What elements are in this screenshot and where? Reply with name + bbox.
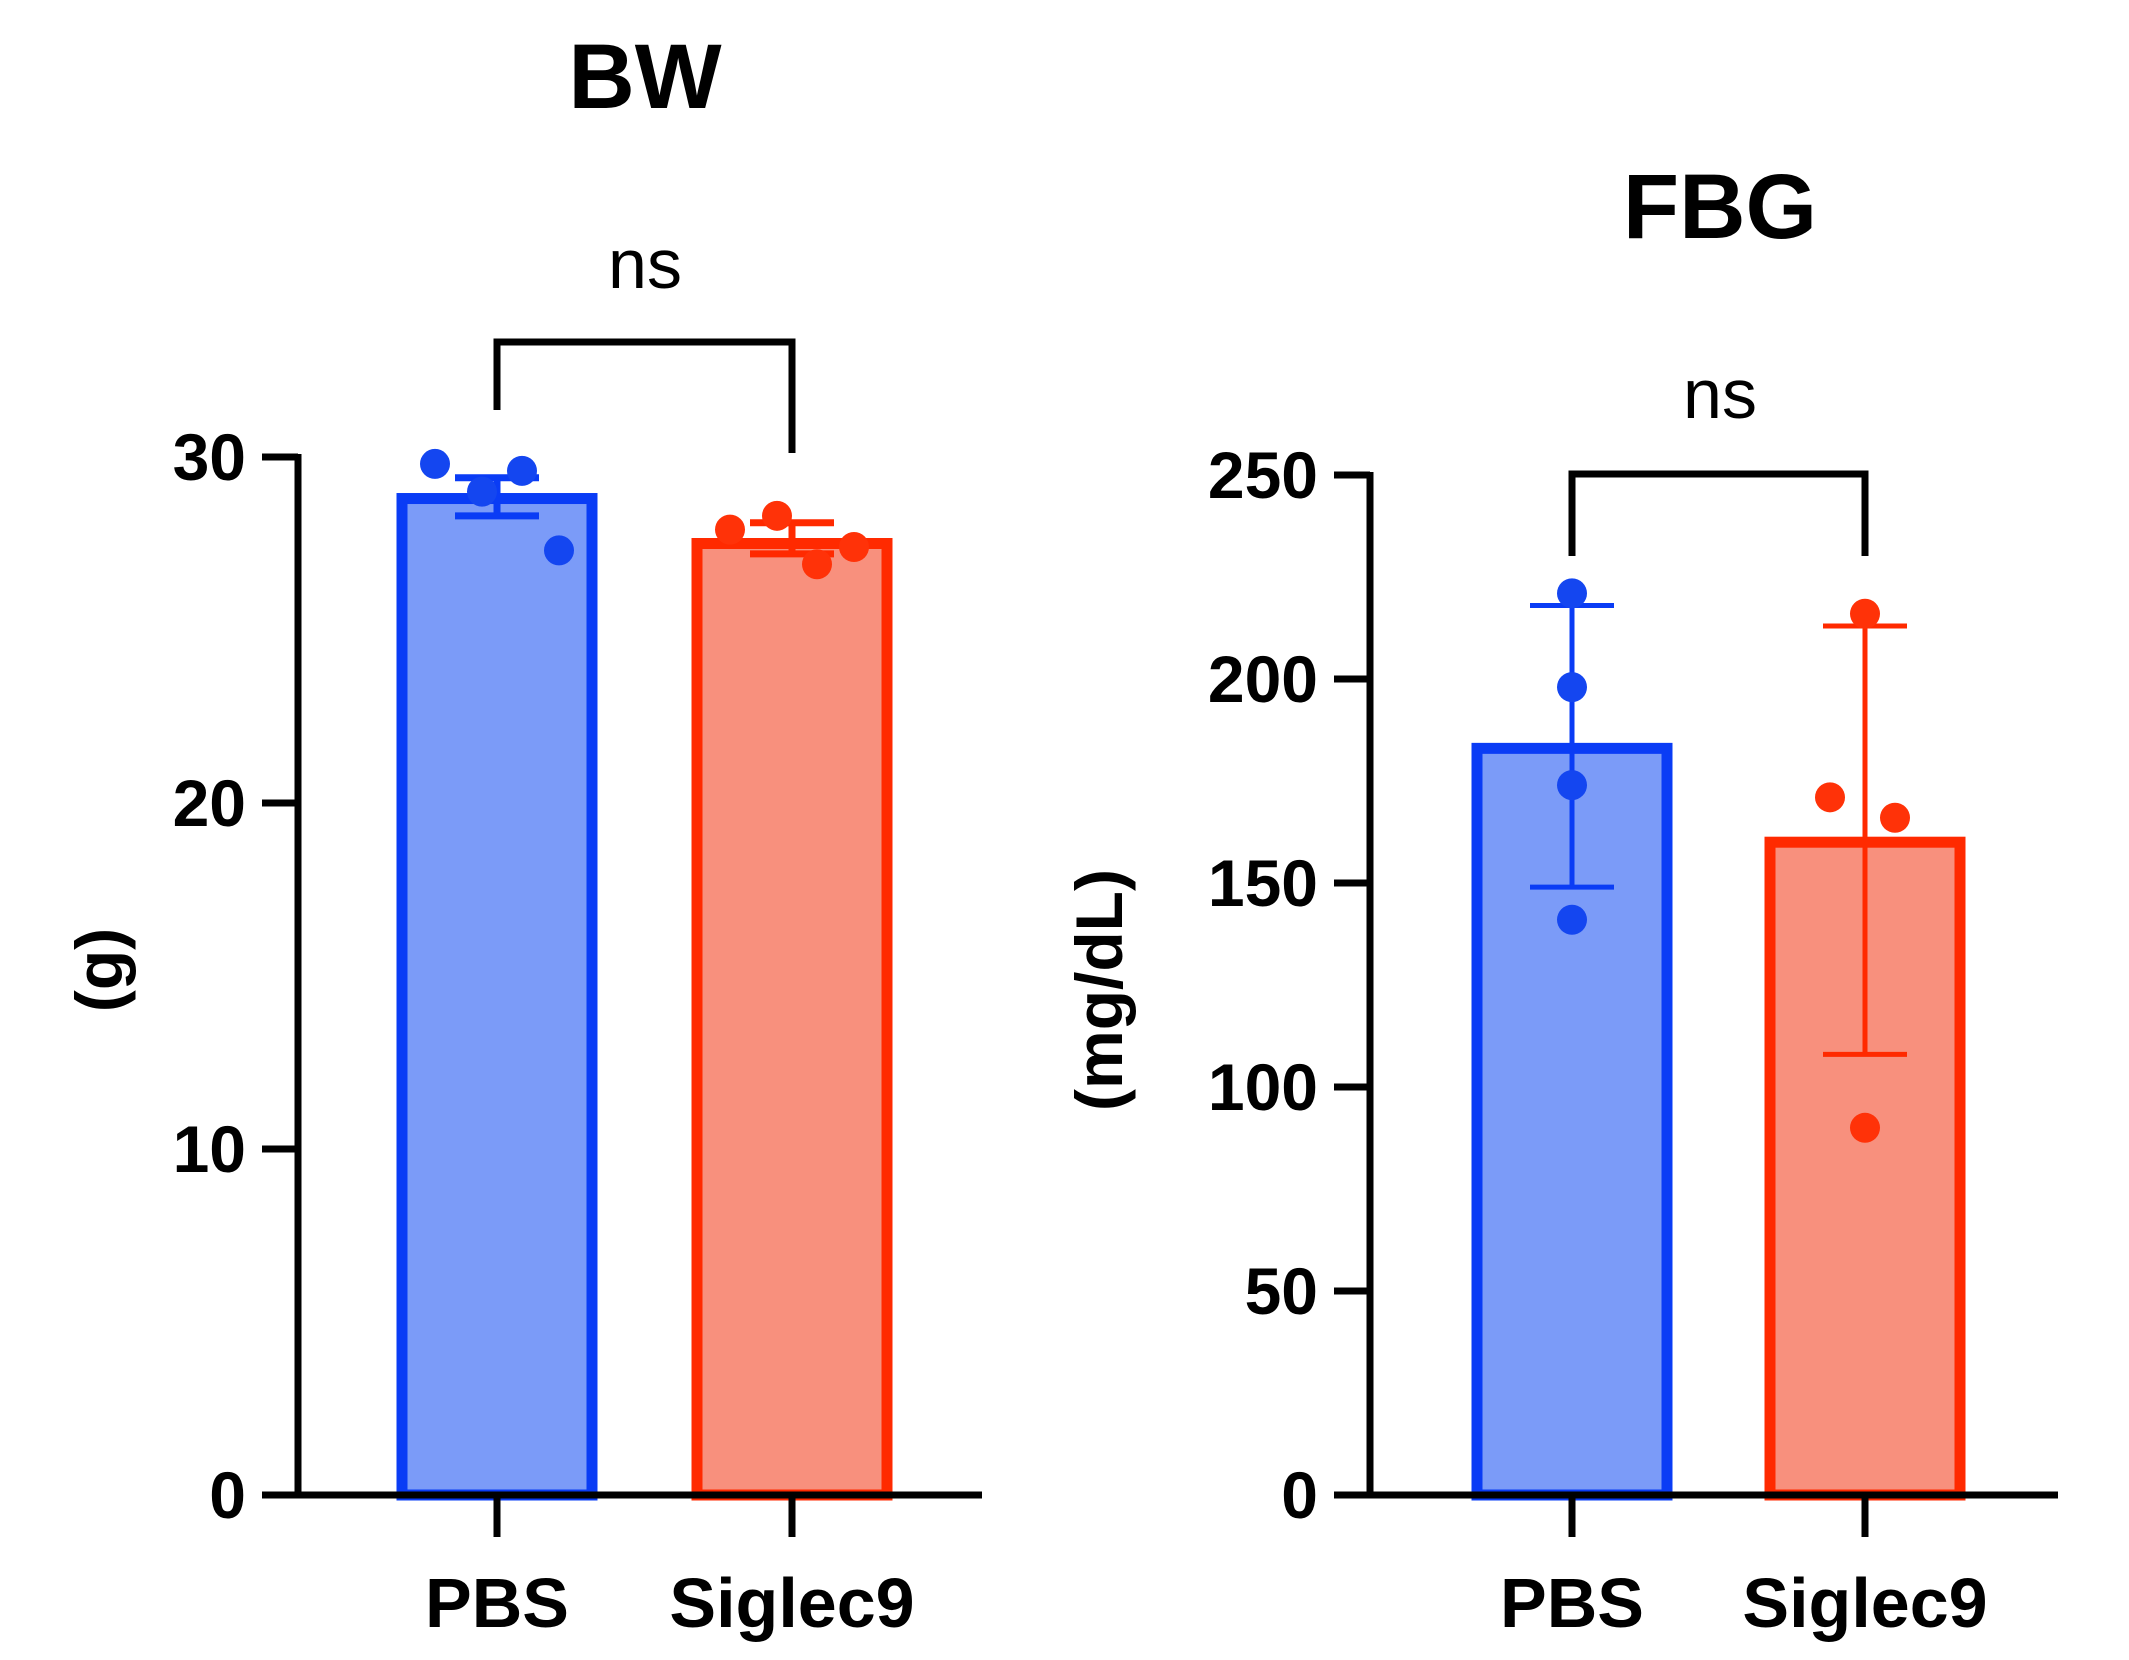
bw-data-point-pbs-2 [467, 476, 497, 507]
bw-bar-pbs [396, 493, 598, 1501]
bw-significance-label: ns [608, 225, 682, 303]
fbg-data-point-pbs-3 [1557, 770, 1587, 801]
fbg-category-label-pbs: PBS [1500, 1564, 1644, 1642]
bw-category-label-pbs: PBS [425, 1564, 569, 1642]
bw-chart-title: BW [568, 26, 721, 128]
bw-y-tick-label-30: 30 [173, 420, 246, 494]
bw-y-tick-label-0: 0 [209, 1458, 246, 1532]
fbg-significance-bracket [1568, 470, 1869, 556]
bw-bar-siglec9 [691, 538, 893, 1501]
bw-y-axis-title: (g) [62, 928, 136, 1012]
fbg-data-point-pbs-4 [1557, 904, 1587, 935]
bw-y-tick-label-10: 10 [173, 1112, 246, 1186]
bw-data-point-pbs-3 [507, 455, 537, 486]
bw-data-point-pbs-4 [544, 535, 574, 566]
fbg-data-point-siglec9-3 [1880, 802, 1910, 833]
bw-data-point-siglec9-2 [762, 500, 792, 531]
fbg-y-tick-label-200: 200 [1208, 642, 1318, 716]
fbg-y-tick-label-50: 50 [1245, 1254, 1318, 1328]
fbg-data-point-siglec9-4 [1850, 1112, 1880, 1143]
fbg-y-tick-label-250: 250 [1208, 438, 1318, 512]
fbg-data-point-pbs-1 [1557, 578, 1587, 609]
bw-y-tick-label-20: 20 [173, 766, 246, 840]
bw-category-label-siglec9: Siglec9 [669, 1564, 914, 1642]
fbg-significance-label: ns [1683, 355, 1757, 433]
bw-data-point-pbs-1 [420, 448, 450, 479]
fbg-data-point-siglec9-2 [1815, 782, 1845, 813]
fbg-chart-title: FBG [1623, 156, 1817, 258]
fbg-y-tick-label-150: 150 [1208, 846, 1318, 920]
fbg-data-point-siglec9-1 [1850, 598, 1880, 629]
fbg-y-tick-label-100: 100 [1208, 1050, 1318, 1124]
fbg-data-point-pbs-2 [1557, 672, 1587, 703]
bw-chart-panel: BW ns (g) PBS Siglec9 0 10 20 30 [62, 26, 982, 1642]
fbg-category-label-siglec9: Siglec9 [1742, 1564, 1987, 1642]
bw-data-point-siglec9-3 [802, 549, 832, 580]
fbg-chart-panel: FBG ns (mg/dL) PBS Siglec9 0 50 100 150 200 2… [1062, 156, 2058, 1642]
bw-data-point-siglec9-4 [839, 531, 869, 562]
bw-significance-bracket [493, 338, 796, 453]
fbg-y-axis-title: (mg/dL) [1062, 869, 1136, 1111]
bw-data-point-siglec9-1 [715, 514, 745, 545]
fbg-y-tick-label-0: 0 [1281, 1458, 1318, 1532]
